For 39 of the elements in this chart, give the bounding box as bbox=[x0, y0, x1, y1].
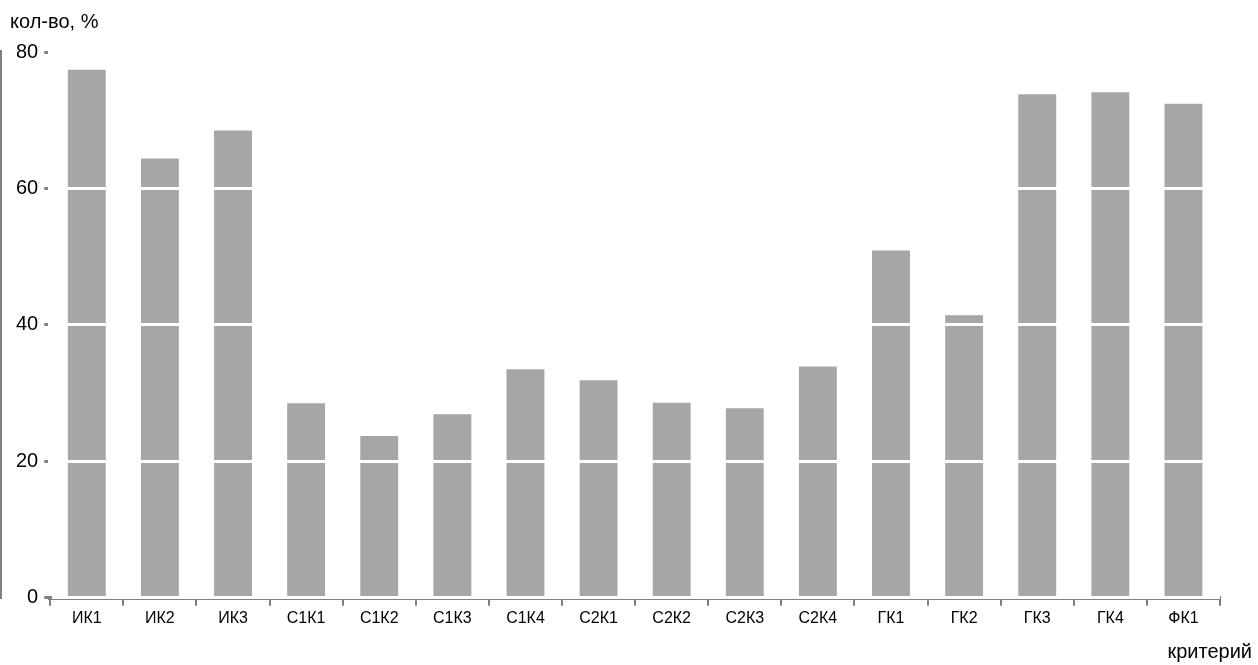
bar bbox=[67, 69, 106, 597]
x-tick-label: ИК2 bbox=[145, 608, 175, 626]
y-tick-label: 0 bbox=[27, 585, 39, 608]
x-tick-label: ИК1 bbox=[71, 608, 102, 626]
y-tick-label: 40 bbox=[16, 312, 39, 335]
bar bbox=[652, 402, 691, 597]
x-tick-label: ИК3 bbox=[218, 608, 248, 626]
y-axis-title: кол-во, % bbox=[10, 10, 99, 32]
x-tick-label: ГК3 bbox=[1023, 608, 1051, 626]
x-tick-label: ГК2 bbox=[950, 608, 978, 626]
x-tick-label: С1К4 bbox=[506, 608, 545, 626]
y-tick-label: 20 bbox=[16, 448, 39, 471]
y-tick-label: 80 bbox=[16, 39, 39, 62]
bar bbox=[1091, 92, 1130, 597]
x-axis-title: критерий bbox=[1167, 640, 1252, 662]
y-tick-label: 60 bbox=[16, 175, 39, 198]
bar bbox=[579, 380, 618, 597]
x-tick-label: С1К3 bbox=[433, 608, 472, 626]
bar bbox=[287, 403, 326, 597]
bar bbox=[725, 408, 764, 597]
x-tick-label: С2К4 bbox=[798, 608, 838, 626]
bar bbox=[872, 250, 910, 597]
x-tick-label: С2К1 bbox=[579, 608, 619, 626]
x-tick-label: С1К2 bbox=[359, 608, 399, 626]
x-tick-label: ГК4 bbox=[1096, 608, 1124, 626]
x-tick-label: С2К2 bbox=[652, 608, 692, 626]
bar bbox=[433, 414, 472, 597]
x-tick-label: С1К1 bbox=[286, 608, 326, 626]
x-tick-label: С2К3 bbox=[725, 608, 765, 626]
bar bbox=[214, 130, 252, 597]
x-tick-label: ФК1 bbox=[1168, 608, 1199, 626]
bar bbox=[506, 369, 545, 597]
bar bbox=[798, 366, 837, 597]
bar bbox=[140, 158, 179, 597]
bar bbox=[1018, 94, 1057, 597]
bar bbox=[1164, 103, 1203, 597]
bar bbox=[360, 436, 399, 597]
bar bbox=[945, 315, 984, 597]
x-tick-label: ГК1 bbox=[877, 608, 905, 626]
